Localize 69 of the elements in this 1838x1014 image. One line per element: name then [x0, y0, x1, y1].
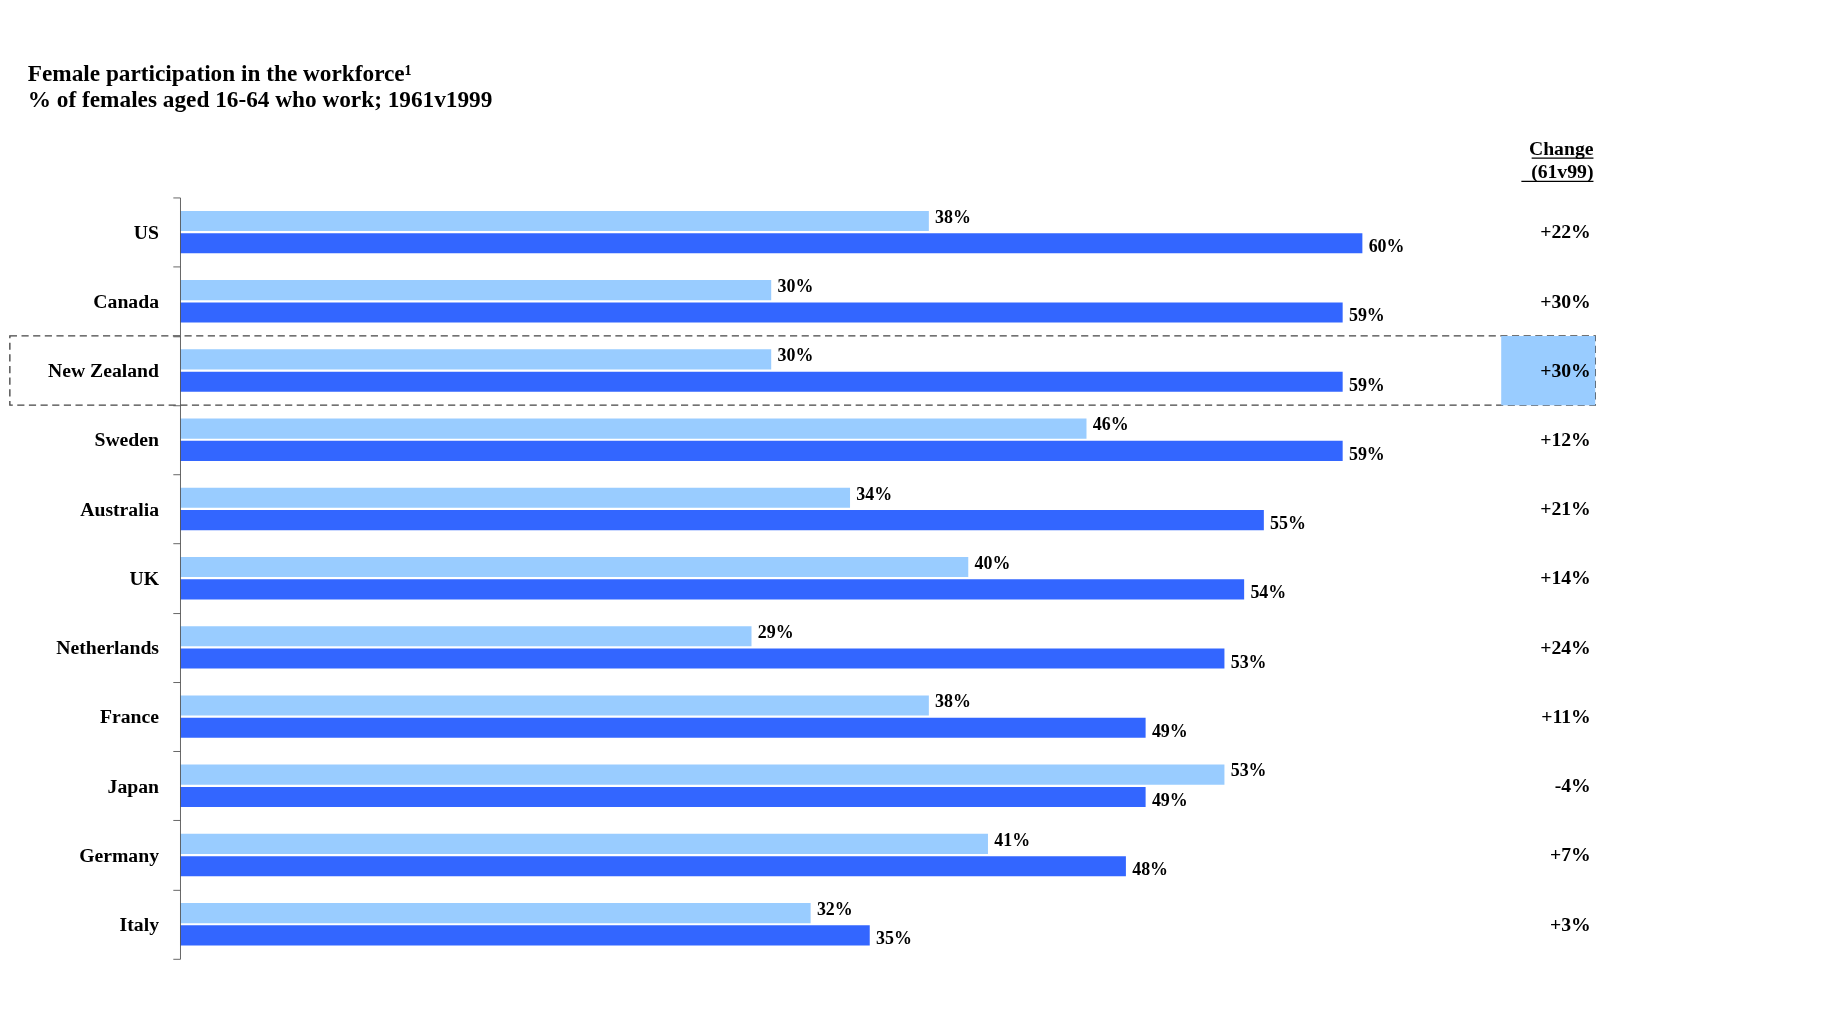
chart-subtitle: % of females aged 16-64 who work; 1961v1999 — [27, 86, 493, 113]
bar — [180, 440, 1343, 461]
bar — [180, 925, 870, 946]
y-tick-label: Canada — [93, 290, 160, 313]
bar — [180, 786, 1146, 808]
data-label: 55% — [1270, 513, 1306, 534]
text: +3% — [1550, 912, 1591, 935]
y-tick-label: Netherlands — [56, 636, 160, 659]
bar — [180, 510, 1264, 531]
data-label: 59% — [1348, 443, 1385, 464]
text: +22% — [1540, 220, 1591, 243]
chart-title: Female participation in the workforce¹ — [27, 60, 412, 87]
text: -4% — [1554, 774, 1591, 797]
data-label: 32% — [816, 898, 853, 919]
data-label: 30% — [777, 275, 814, 296]
bar — [180, 418, 1087, 439]
data-label: 30% — [777, 345, 814, 366]
data-label: 53% — [1230, 651, 1267, 672]
text: +11% — [1541, 704, 1591, 727]
bar — [180, 833, 988, 854]
bar — [180, 648, 1225, 669]
bar — [180, 487, 851, 508]
data-label: 34% — [856, 483, 893, 504]
y-tick-label: Sweden — [94, 428, 160, 451]
bar — [180, 626, 752, 647]
data-label: 35% — [876, 928, 912, 949]
bar — [180, 233, 1363, 254]
y-tick-label: New Zealand — [47, 359, 160, 382]
data-label: 59% — [1348, 305, 1385, 326]
data-label: 29% — [757, 622, 794, 643]
bar — [180, 856, 1126, 877]
data-label: 60% — [1368, 236, 1405, 257]
bar — [180, 903, 811, 924]
bar — [180, 695, 929, 716]
data-label: 38% — [935, 206, 971, 227]
y-tick-label: Germany — [79, 843, 160, 866]
bar — [180, 764, 1225, 785]
data-label: 59% — [1348, 374, 1385, 395]
text: Change (61v99) — [1528, 136, 1594, 183]
text: +24% — [1540, 635, 1591, 658]
text: +30% — [1540, 358, 1591, 381]
text: +12% — [1540, 428, 1591, 451]
bar — [180, 717, 1146, 738]
bar — [180, 579, 1245, 600]
data-label: 49% — [1151, 789, 1188, 810]
bar — [180, 302, 1343, 323]
data-label: 48% — [1132, 859, 1168, 880]
text: +7% — [1550, 843, 1591, 866]
y-tick-label: France — [99, 705, 160, 728]
y-tick-label: US — [133, 220, 160, 243]
data-label: 54% — [1250, 582, 1287, 603]
data-label: 53% — [1230, 760, 1267, 781]
data-label: 40% — [974, 552, 1011, 573]
bar — [180, 371, 1343, 392]
text: +21% — [1540, 497, 1591, 520]
y-tick-label: UK — [129, 566, 160, 589]
bar — [180, 210, 929, 231]
y-tick-label: Australia — [80, 497, 160, 520]
bar — [180, 556, 969, 578]
bar — [180, 349, 772, 370]
bar — [180, 280, 772, 301]
data-label: 49% — [1151, 720, 1188, 741]
data-label: 41% — [994, 829, 1031, 850]
y-tick-label: Italy — [119, 912, 160, 935]
data-label: 46% — [1092, 414, 1129, 435]
data-label: 38% — [935, 691, 971, 712]
text: +14% — [1540, 566, 1591, 589]
text: +30% — [1540, 289, 1591, 312]
y-tick-label: Japan — [107, 774, 160, 797]
